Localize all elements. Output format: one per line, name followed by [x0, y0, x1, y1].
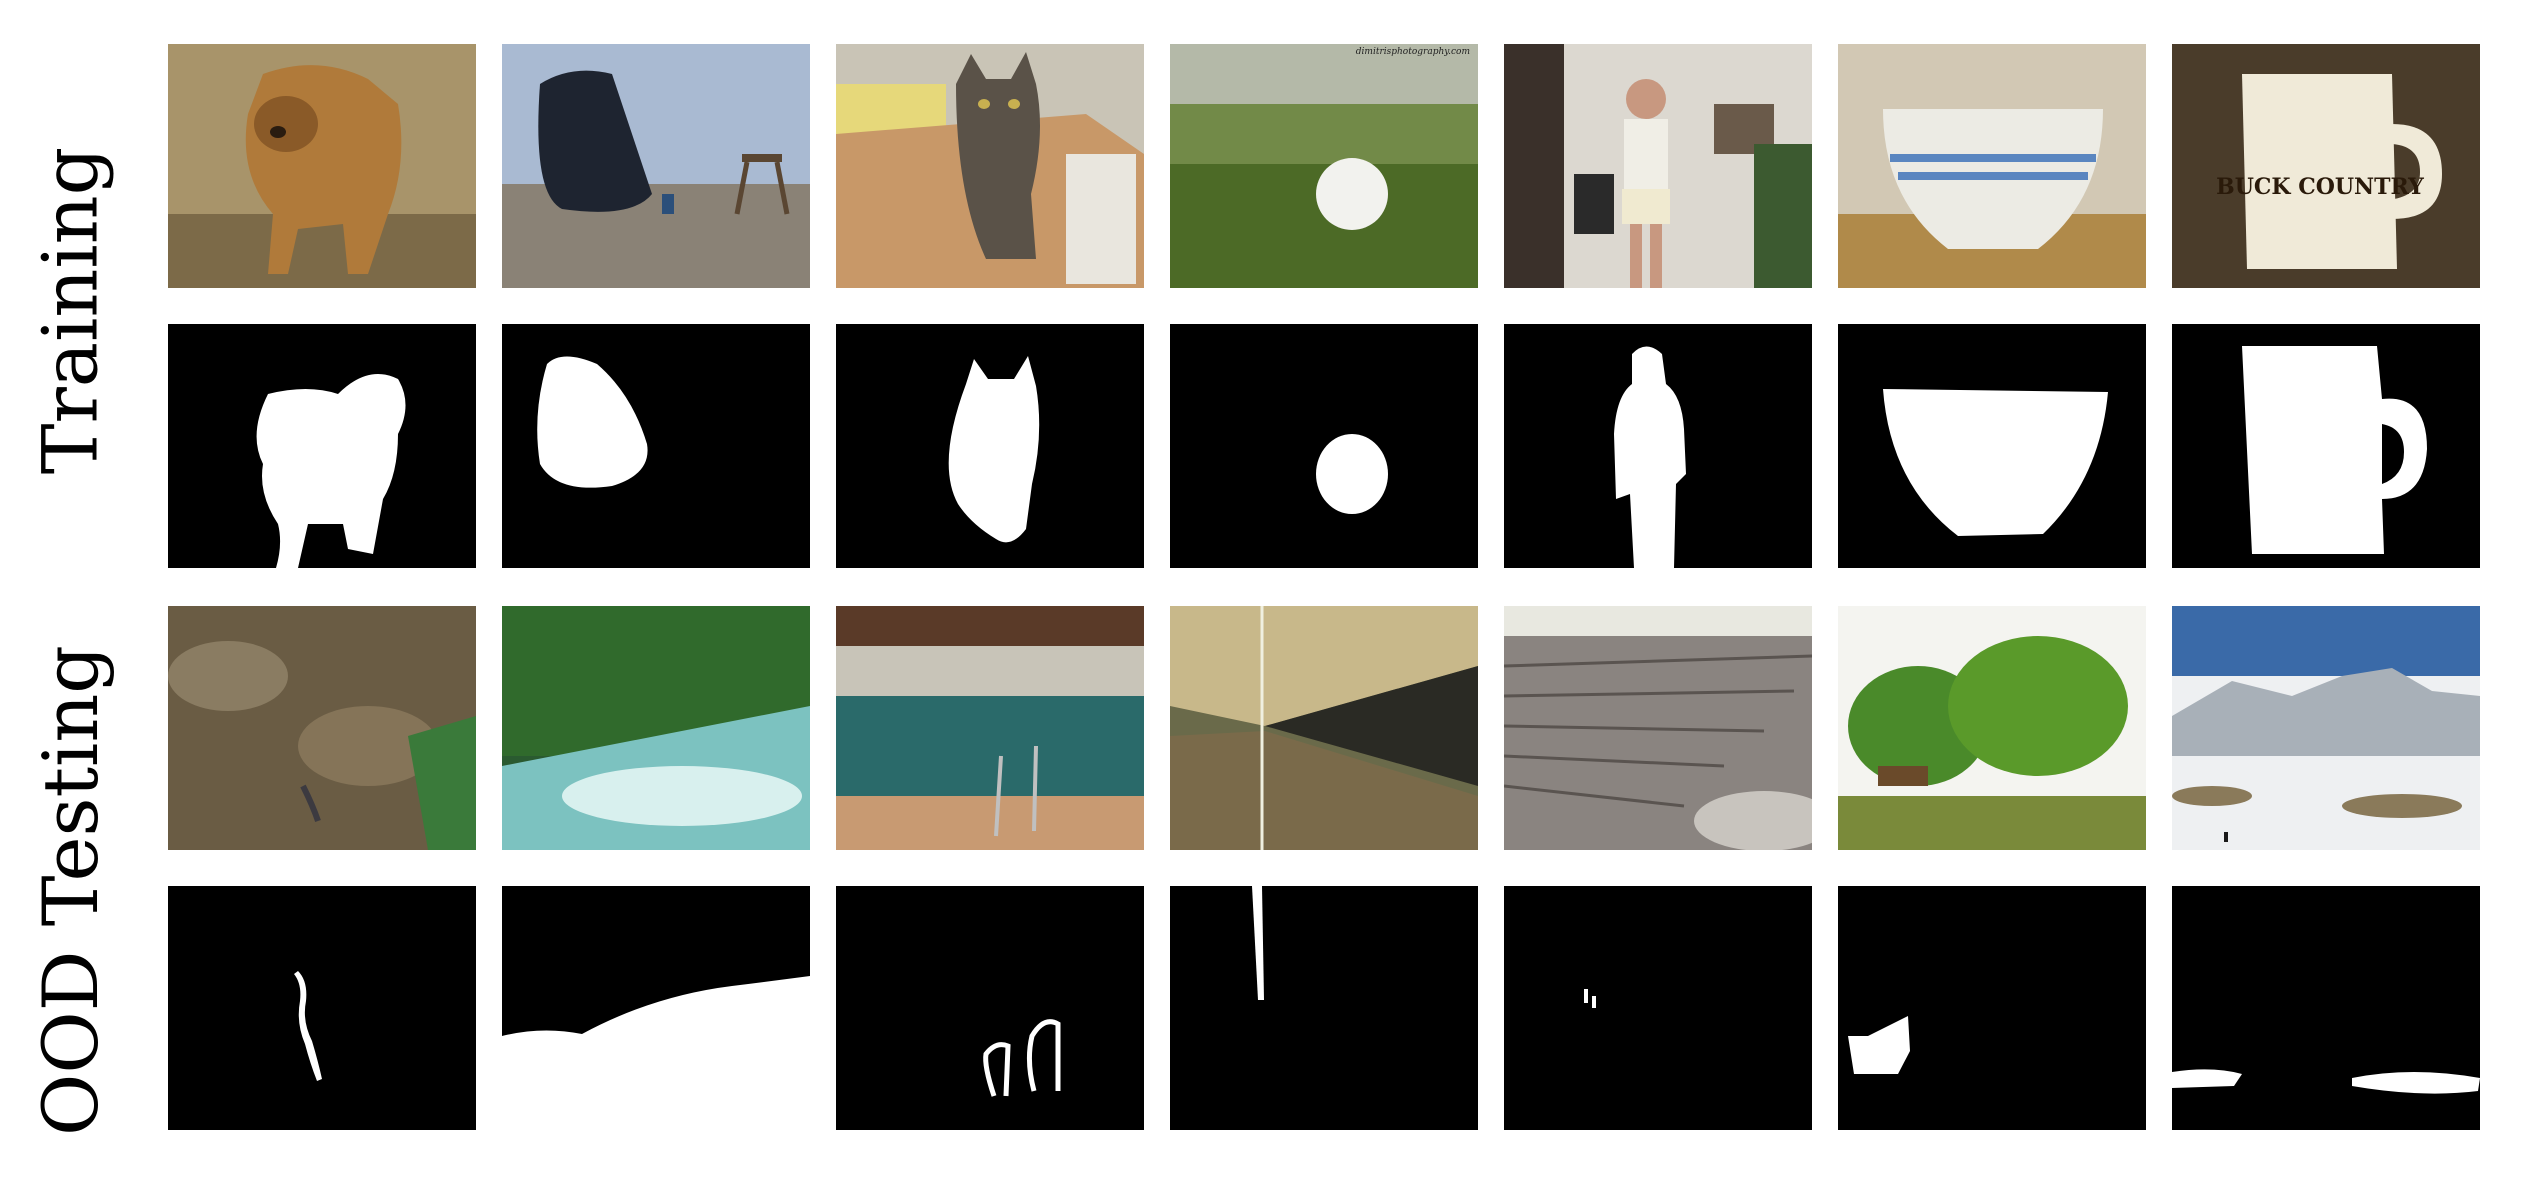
training-mask-person: [1504, 324, 1812, 568]
ood-image-amphitheater: [1504, 606, 1812, 850]
training-image-submarine: [502, 44, 810, 288]
ood-mask-snow: [2172, 886, 2480, 1130]
training-mask-mug: [2172, 324, 2480, 568]
ood-mask-snake: [168, 886, 476, 1130]
ood-image-subway: [1170, 606, 1478, 850]
ood-mask-water: [502, 886, 810, 1130]
training-mask-dog: [168, 324, 476, 568]
training-label: Training: [25, 146, 115, 474]
ood-testing-label: OOD Testing: [25, 644, 115, 1136]
ood-image-leaf-litter: [168, 606, 476, 850]
training-image-person: [1504, 44, 1812, 288]
training-mask-cat: [836, 324, 1144, 568]
training-mask-submarine: [502, 324, 810, 568]
training-image-mug: BUCK COUNTRY: [2172, 44, 2480, 288]
ood-image-pool: [836, 606, 1144, 850]
ood-image-river: [502, 606, 810, 850]
training-mask-bowl: [1838, 324, 2146, 568]
ood-mask-pool-ladder: [836, 886, 1144, 1130]
ood-mask-light-line: [1170, 886, 1478, 1130]
training-image-golf-ball: dimitrisphotography.com: [1170, 44, 1478, 288]
mug-text: BUCK COUNTRY: [2216, 174, 2424, 200]
row-label-ood-testing: OOD Testing: [0, 600, 140, 1180]
ood-image-palm-trees: [1838, 606, 2146, 850]
training-image-dog: [168, 44, 476, 288]
training-image-bowl: [1838, 44, 2146, 288]
row-label-training: Training: [0, 40, 140, 580]
watermark-text: dimitrisphotography.com: [1356, 47, 1470, 57]
training-image-cat: [836, 44, 1144, 288]
ood-mask-boat: [1838, 886, 2146, 1130]
ood-image-snow-mountain: [2172, 606, 2480, 850]
training-mask-golf-ball: [1170, 324, 1478, 568]
ood-mask-people: [1504, 886, 1812, 1130]
